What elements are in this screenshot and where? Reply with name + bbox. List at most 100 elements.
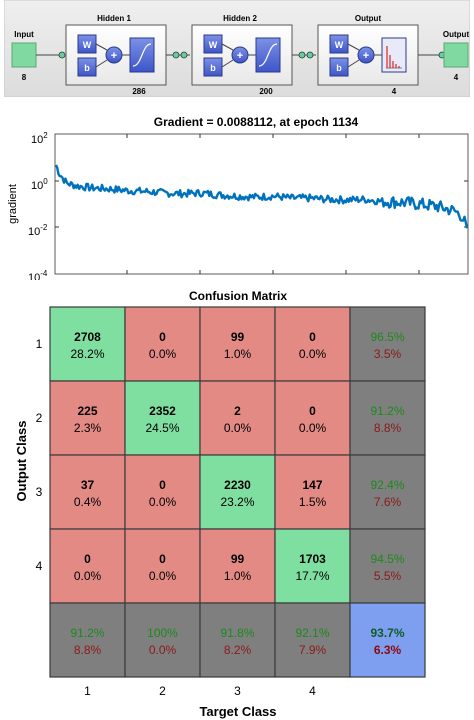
- layer-block-hidden-2: Hidden 2 W b + 200: [191, 14, 293, 96]
- input-node: Input 8: [11, 30, 37, 82]
- layer-title: Output: [355, 14, 382, 23]
- summary-wrong: 6.3%: [374, 643, 402, 657]
- layer-block-output: Output W b + 4: [317, 14, 419, 96]
- layer-size: 200: [259, 87, 273, 96]
- matrix-cell: 91.2% 8.8%: [349, 380, 426, 456]
- summary-correct: 91.2%: [370, 404, 404, 418]
- y-tick-label: 100: [31, 177, 48, 192]
- summary-correct: 92.1%: [295, 626, 329, 640]
- summary-wrong: 8.8%: [74, 643, 102, 657]
- y-tick-label: 10-4: [28, 269, 48, 280]
- cell-count: 2708: [74, 330, 101, 344]
- x-axis-label: Target Class: [199, 704, 276, 719]
- matrix-cell: 2230 23.2%: [199, 454, 276, 530]
- y-axis-label: gradient: [7, 184, 19, 224]
- cell-percent: 28.2%: [70, 347, 104, 361]
- matrix-cell: 2708 28.2%: [49, 306, 126, 382]
- cell-percent: 1.0%: [224, 569, 252, 583]
- bias-label: b: [336, 63, 342, 73]
- matrix-cell: 99 1.0%: [199, 306, 276, 382]
- layer-size: 4: [392, 87, 397, 96]
- matrix-cell: 0 0.0%: [124, 306, 201, 382]
- cell-count: 0: [84, 552, 91, 566]
- matrix-cell: 96.5% 3.5%: [349, 306, 426, 382]
- confusion-matrix: Confusion Matrix 2708 28.2% 0 0.0% 991.0% 0 0.…: [14, 289, 426, 719]
- matrix-cells: 2708 28.2% 0 0.0% 991.0% 0 0.0% 96.5% 3.5% 225 2.3…: [49, 306, 426, 678]
- gradient-plot: Gradient = 0.0088112, at epoch 1134 102 …: [7, 115, 469, 280]
- column-tick-labels: 1 2 3 4: [84, 684, 316, 698]
- cell-percent: 0.0%: [224, 421, 252, 435]
- softmax-icon: [381, 37, 407, 73]
- summary-correct: 91.8%: [220, 626, 254, 640]
- network-diagram: Input 8 Hidden 1 W b + 286 Hidden 2 W b …: [4, 0, 470, 97]
- summary-wrong: 0.0%: [149, 643, 177, 657]
- cell-count: 2230: [224, 478, 251, 492]
- summary-correct: 100%: [147, 626, 178, 640]
- cell-percent: 0.0%: [299, 347, 327, 361]
- summary-wrong: 5.5%: [374, 569, 402, 583]
- cell-count: 225: [77, 404, 97, 418]
- cell-count: 2: [234, 404, 241, 418]
- matrix-cell: 0 0.0%: [49, 528, 126, 604]
- cell-percent: 24.5%: [145, 421, 179, 435]
- y-tick-label: 10-2: [28, 223, 48, 238]
- sum-symbol: +: [237, 50, 243, 62]
- output-label: Output: [443, 30, 470, 39]
- cell-percent: 0.0%: [149, 569, 177, 583]
- cell-percent: 0.4%: [74, 495, 102, 509]
- matrix-cell: 1703 17.7%: [274, 528, 351, 604]
- input-label: Input: [14, 30, 34, 39]
- matrix-cell: 37 0.4%: [49, 454, 126, 530]
- summary-wrong: 7.6%: [374, 495, 402, 509]
- cell-percent: 0.0%: [149, 347, 177, 361]
- cell-count: 0: [309, 404, 316, 418]
- matrix-cell: 99 1.0%: [199, 528, 276, 604]
- matrix-cell: 91.2% 8.8%: [49, 602, 126, 678]
- column-tick-label: 4: [309, 684, 316, 698]
- cell-percent: 17.7%: [295, 569, 329, 583]
- cell-percent: 0.0%: [299, 421, 327, 435]
- cell-count: 0: [159, 330, 166, 344]
- output-size: 4: [454, 73, 459, 82]
- cell-count: 0: [159, 552, 166, 566]
- matrix-cell: 0 0.0%: [274, 306, 351, 382]
- cell-percent: 1.5%: [299, 495, 327, 509]
- output-node: Output 4: [443, 30, 470, 82]
- sum-symbol: +: [363, 50, 369, 62]
- sum-symbol: +: [111, 50, 117, 62]
- summary-correct: 94.5%: [370, 552, 404, 566]
- matrix-cell: 100% 0.0%: [124, 602, 201, 678]
- matrix-cell: 94.5% 5.5%: [349, 528, 426, 604]
- layer-block-hidden-1: Hidden 1 W b + 286: [65, 14, 167, 96]
- column-tick-label: 3: [234, 684, 241, 698]
- matrix-cell: 91.8% 8.2%: [199, 602, 276, 678]
- matrix-cell: 225 2.3%: [49, 380, 126, 456]
- y-tick-label: 102: [31, 131, 48, 146]
- gradient-series-line: [54, 164, 469, 229]
- cell-count: 2352: [149, 404, 176, 418]
- summary-wrong: 8.8%: [374, 421, 402, 435]
- y-tick-labels: 102 100 10-2 10-4: [28, 131, 48, 280]
- bias-label: b: [210, 63, 216, 73]
- cell-count: 0: [309, 330, 316, 344]
- matrix-cell: 93.7% 6.3%: [349, 602, 426, 678]
- cell-percent: 1.0%: [224, 347, 252, 361]
- summary-wrong: 3.5%: [374, 347, 402, 361]
- cell-count: 37: [81, 478, 95, 492]
- summary-correct: 93.7%: [370, 626, 404, 640]
- x-ticks: [126, 134, 420, 274]
- weight-label: W: [335, 40, 344, 50]
- plot-title: Gradient = 0.0088112, at epoch 1134: [154, 115, 359, 129]
- layer-title: Hidden 2: [223, 14, 257, 23]
- matrix-cell: 0 0.0%: [274, 380, 351, 456]
- summary-correct: 92.4%: [370, 478, 404, 492]
- input-size: 8: [22, 73, 27, 82]
- cell-percent: 2.3%: [74, 421, 102, 435]
- weight-label: W: [83, 40, 92, 50]
- matrix-title: Confusion Matrix: [189, 289, 287, 303]
- cell-count: 147: [302, 478, 322, 492]
- y-axis-label: Output Class: [14, 421, 29, 502]
- row-tick-label: 2: [36, 411, 43, 425]
- summary-correct: 96.5%: [370, 330, 404, 344]
- cell-percent: 23.2%: [220, 495, 254, 509]
